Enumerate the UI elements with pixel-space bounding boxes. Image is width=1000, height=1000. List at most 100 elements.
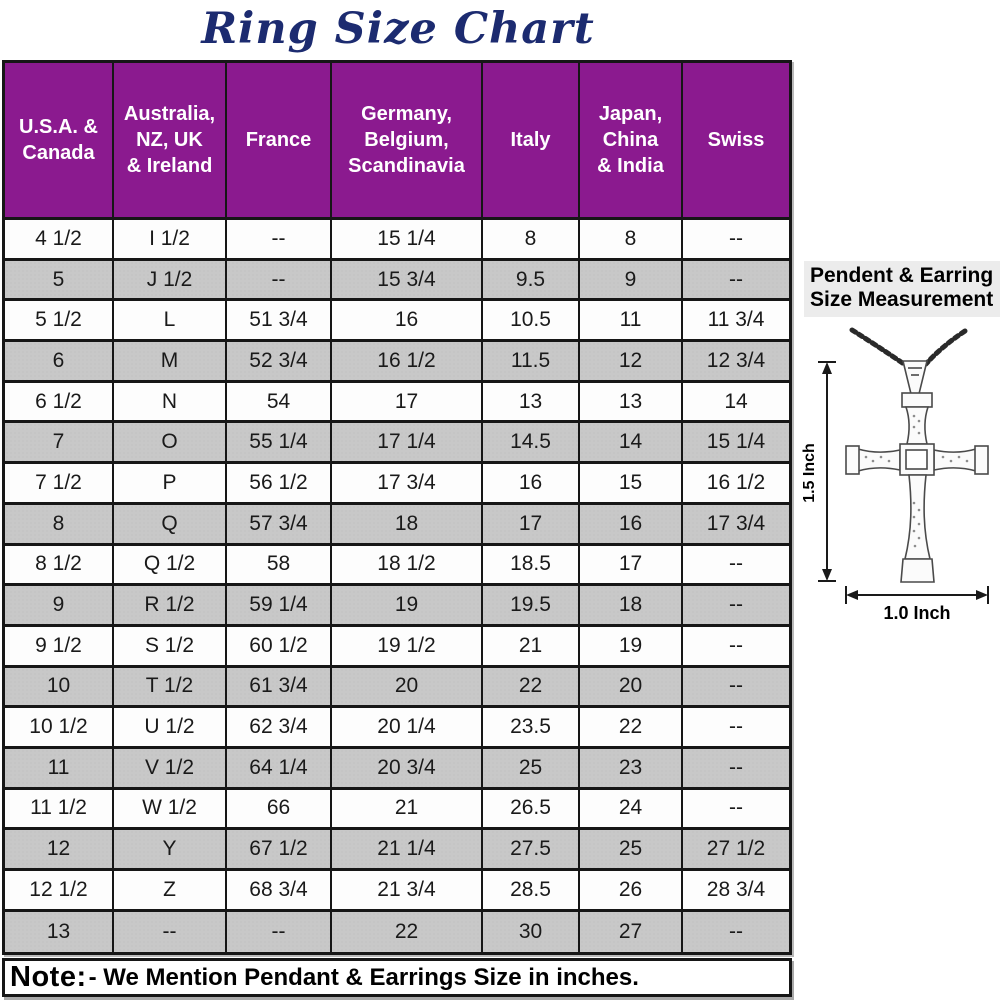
cross-pendant-icon <box>845 392 989 583</box>
table-cell: -- <box>683 260 789 302</box>
table-cell: -- <box>683 626 789 668</box>
table-cell: Q 1/2 <box>114 545 227 587</box>
table-cell: -- <box>683 789 789 831</box>
necklace-chain-icon <box>849 327 968 367</box>
table-cell: 13 <box>5 911 114 953</box>
table-cell: 21 <box>483 626 580 668</box>
table-cell: -- <box>683 748 789 790</box>
note-bar: Note: - We Mention Pendant & Earrings Si… <box>2 958 792 998</box>
height-label: 1.5 Inch <box>801 443 818 503</box>
page-title: Ring Size Chart <box>201 4 595 54</box>
table-cell: 17 3/4 <box>332 464 483 505</box>
table-cell: 11 3/4 <box>683 301 789 343</box>
table-cell: 27 1/2 <box>683 830 789 871</box>
table-cell: 30 <box>483 911 580 953</box>
table-cell: 62 3/4 <box>227 708 332 749</box>
table-cell: 14 <box>683 382 789 424</box>
table-cell: Y <box>114 830 227 871</box>
table-cell: 61 3/4 <box>227 667 332 709</box>
table-cell: 68 3/4 <box>227 871 332 912</box>
header-cell: U.S.A. & Canada <box>5 63 114 220</box>
table-cell: T 1/2 <box>114 667 227 709</box>
table-cell: 28 3/4 <box>683 871 789 912</box>
table-cell: 22 <box>483 667 580 709</box>
table-cell: 12 <box>5 830 114 871</box>
table-cell: 8 <box>483 220 580 261</box>
table-cell: 67 1/2 <box>227 830 332 871</box>
note-text: - We Mention Pendant & Earrings Size in … <box>88 963 639 991</box>
table-cell: 19 <box>332 586 483 627</box>
table-cell: 9.5 <box>483 260 580 302</box>
table-cell: 15 3/4 <box>332 260 483 302</box>
table-cell: 25 <box>580 830 683 871</box>
ring-size-table: U.S.A. & Canada Australia, NZ, UK & Irela… <box>2 60 792 998</box>
table-cell: -- <box>683 667 789 709</box>
pendant-heading-line2: Size Measurement <box>810 288 994 311</box>
table-cell: 11 1/2 <box>5 789 114 831</box>
cross-texture <box>864 414 969 548</box>
table-cell: 5 1/2 <box>5 301 114 343</box>
table-cell: 66 <box>227 789 332 831</box>
table-cell: S 1/2 <box>114 626 227 668</box>
header-cell: Swiss <box>683 63 789 220</box>
table-cell: 25 <box>483 748 580 790</box>
table-cell: M <box>114 342 227 383</box>
table-cell: 27.5 <box>483 830 580 871</box>
table-cell: 52 3/4 <box>227 342 332 383</box>
table-cell: 13 <box>580 382 683 424</box>
table-cell: 15 1/4 <box>683 423 789 465</box>
table-cell: 10 <box>5 667 114 709</box>
table-cell: -- <box>683 545 789 587</box>
table-cell: 12 3/4 <box>683 342 789 383</box>
table-cell: -- <box>683 586 789 627</box>
table-cell: 58 <box>227 545 332 587</box>
table-cell: 8 <box>580 220 683 261</box>
table-cell: 17 <box>483 504 580 546</box>
table-cell: 9 <box>580 260 683 302</box>
table-cell: J 1/2 <box>114 260 227 302</box>
table-cell: 16 1/2 <box>332 342 483 383</box>
table-cell: 17 <box>332 382 483 424</box>
table-cell: 18 1/2 <box>332 545 483 587</box>
table-cell: 19.5 <box>483 586 580 627</box>
table-cell: 14 <box>580 423 683 465</box>
table-cell: 23 <box>580 748 683 790</box>
table-cell: 20 <box>332 667 483 709</box>
table-cell: V 1/2 <box>114 748 227 790</box>
table-cell: 55 1/4 <box>227 423 332 465</box>
table-cell: -- <box>114 911 227 953</box>
width-label: 1.0 Inch <box>883 603 950 623</box>
table-cell: 11 <box>5 748 114 790</box>
table-cell: 18 <box>332 504 483 546</box>
table-cell: 22 <box>580 708 683 749</box>
table-cell: R 1/2 <box>114 586 227 627</box>
table-cell: -- <box>683 220 789 261</box>
table-cell: -- <box>683 911 789 953</box>
table-cell: 17 <box>580 545 683 587</box>
table-cell: 17 1/4 <box>332 423 483 465</box>
table-cell: 19 1/2 <box>332 626 483 668</box>
table-cell: Q <box>114 504 227 546</box>
header-cell: Germany, Belgium, Scandinavia <box>332 63 483 220</box>
table-cell: 7 1/2 <box>5 464 114 505</box>
table-cell: 20 <box>580 667 683 709</box>
table-cell: N <box>114 382 227 424</box>
header-cell: Japan, China & India <box>580 63 683 220</box>
width-dimension-arrow <box>845 586 989 604</box>
pendant-heading: Pendent & Earring Size Measurement <box>804 261 1000 317</box>
table-cell: I 1/2 <box>114 220 227 261</box>
table-cell: 9 1/2 <box>5 626 114 668</box>
table-cell: -- <box>227 260 332 302</box>
table-cell: 5 <box>5 260 114 302</box>
table-cell: 16 <box>483 464 580 505</box>
table-cell: 18 <box>580 586 683 627</box>
table-cell: 60 1/2 <box>227 626 332 668</box>
table-cell: 21 1/4 <box>332 830 483 871</box>
note-label: Note: <box>10 961 87 994</box>
table-cell: 28.5 <box>483 871 580 912</box>
table-cell: 20 3/4 <box>332 748 483 790</box>
table-cell: 12 <box>580 342 683 383</box>
header-cell: France <box>227 63 332 220</box>
table-cell: 8 1/2 <box>5 545 114 587</box>
table-cell: 15 <box>580 464 683 505</box>
